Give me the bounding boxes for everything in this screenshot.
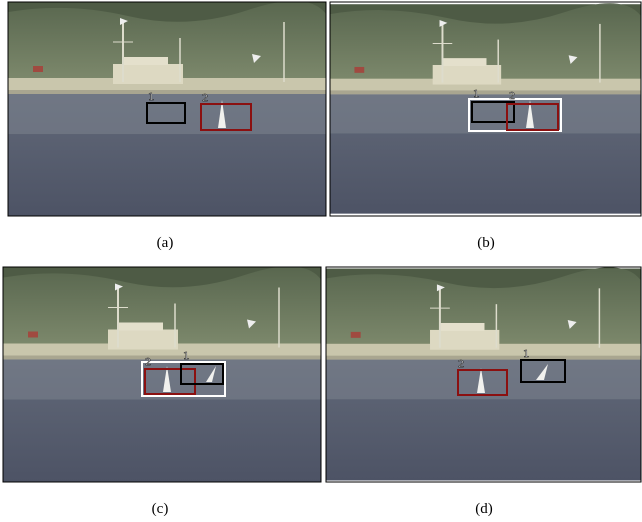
box-label: 2 (458, 359, 464, 370)
panel: 1 2 (d) (326, 267, 641, 517)
box-label: 2 (509, 91, 515, 102)
box-label: 1 (473, 89, 479, 100)
caption: (c) (152, 501, 169, 517)
box-label: 1 (523, 349, 529, 360)
caption: (a) (157, 235, 174, 251)
box-label: 2 (202, 93, 208, 104)
box-label: 2 (145, 357, 151, 368)
caption: (b) (477, 235, 495, 251)
caption: (d) (475, 501, 493, 517)
panel: 1 2 (b) (330, 2, 641, 251)
panel: 2 1 (c) (3, 266, 321, 517)
box-label: 1 (148, 92, 154, 103)
box-label: 1 (183, 351, 189, 362)
panel: 1 2 (a) (8, 1, 326, 251)
figure: 1 2 (a) 1 2 (b) 2 1 (c) 1 2 (d) (0, 0, 642, 522)
